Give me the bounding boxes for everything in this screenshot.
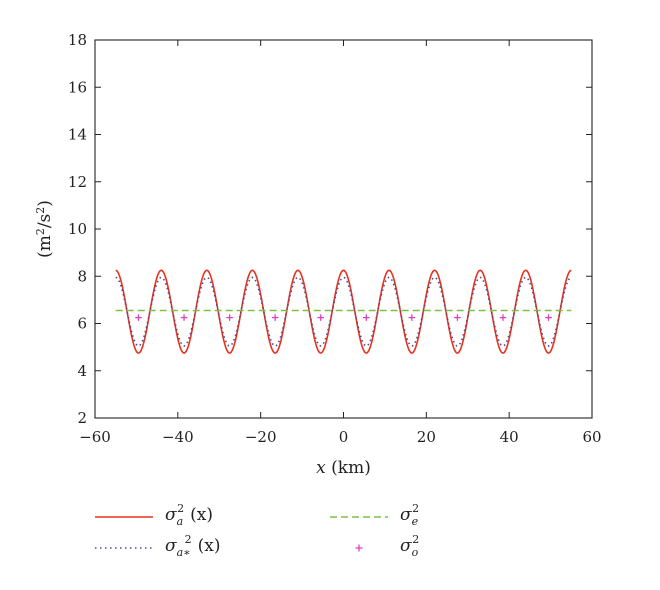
plot-frame [94,39,593,419]
series-3-marker [226,314,233,321]
y-axis-mid: /s [35,214,55,228]
series-3-marker [317,314,325,321]
y-axis-sup2: 2 [34,207,47,214]
y-tick-label: 6 [77,315,87,333]
series-3-marker [499,314,507,321]
y-axis-label: (m2/s2) [34,200,56,258]
y-tick-label: 14 [68,126,87,144]
series-3-marker [271,314,279,321]
x-tick-label: 0 [339,428,349,446]
series-3-marker [545,314,552,321]
y-axis-suffix: ) [35,200,55,207]
x-axis-unit: (km) [326,458,371,478]
series-3-marker [408,314,416,321]
plot-area [94,39,593,419]
series-3-marker [454,314,461,321]
series-0-line [115,269,572,354]
y-tick-label: 2 [77,409,87,427]
x-tick-label: 20 [417,428,436,446]
series-3-marker [180,314,188,321]
series-3-marker [135,314,142,321]
y-tick-label: 16 [68,78,87,96]
x-tick-label: −40 [162,428,194,446]
y-tick-label: 12 [68,173,87,191]
y-tick-label: 4 [77,362,87,380]
x-tick-label: 60 [582,428,601,446]
y-axis-sup1: 2 [34,228,47,235]
x-tick-label: 40 [500,428,519,446]
x-axis-label: x (km) [316,458,371,478]
series-3-marker [362,314,370,321]
x-axis-var: x [316,458,326,478]
x-tick-label: −20 [245,428,277,446]
series-layer [115,269,572,354]
y-tick-label: 8 [77,267,87,285]
y-tick-label: 18 [68,31,87,49]
series-1-line [115,276,572,347]
ticks-layer: −60 −40 −20 0 20 40 60 2 4 6 8 10 12 14 16 18 [68,31,602,446]
y-axis-prefix: (m [35,235,55,258]
x-tick-label: −60 [79,428,111,446]
y-tick-label: 10 [68,220,87,238]
